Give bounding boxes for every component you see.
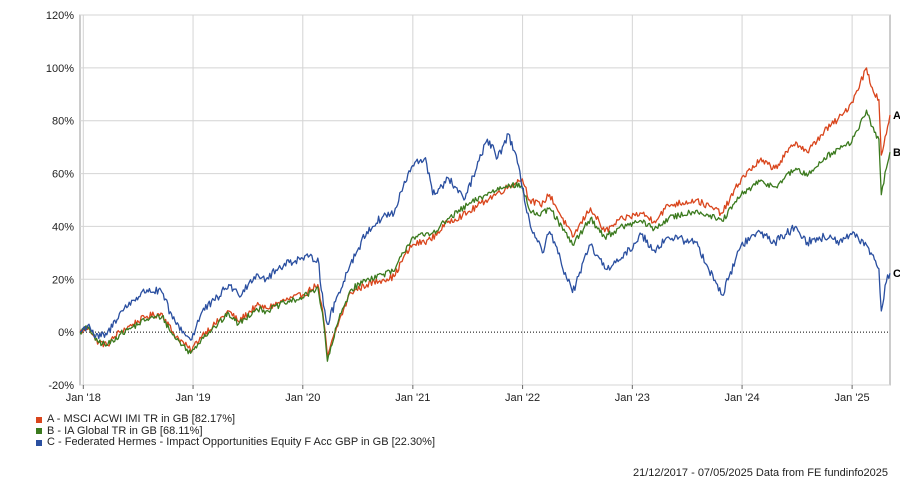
x-axis: Jan '18 Jan '19 Jan '20 Jan '21 Jan '22 Jan '… xyxy=(66,385,870,404)
x-tick-label: Jan '22 xyxy=(505,392,540,404)
series-line-a xyxy=(79,67,891,357)
x-tick-label: Jan '25 xyxy=(835,392,870,404)
data-source-footer: 21/12/2017 - 07/05/2025 Data from FE fun… xyxy=(632,467,888,479)
y-tick-label: 40% xyxy=(52,221,74,233)
legend-item-c: C - Federated Hermes - Impact Opportunit… xyxy=(36,436,436,449)
legend-label-c: C - Federated Hermes - Impact Opportunit… xyxy=(47,436,436,448)
x-tick-label: Jan '21 xyxy=(395,392,430,404)
chart-grid xyxy=(79,14,891,386)
y-tick-label: 0% xyxy=(58,327,74,339)
performance-chart: -20%0%20%40%60%80%100%120% Jan '18 Jan '1… xyxy=(46,10,900,404)
x-tick-label: Jan '18 xyxy=(66,392,101,404)
legend-label-b: B - IA Global TR in GB [68.11%] xyxy=(47,424,203,437)
y-tick-label: 20% xyxy=(52,274,74,286)
y-tick-label: 100% xyxy=(46,63,74,75)
legend-item-b: B - IA Global TR in GB [68.11%] xyxy=(36,424,435,438)
x-tick-label: Jan '20 xyxy=(285,392,320,404)
x-tick-label: Jan '24 xyxy=(725,392,760,404)
y-axis: -20% 0% 20% 40% 60% 80% 100% 120% xyxy=(46,10,74,392)
y-tick-label: 120% xyxy=(46,10,74,22)
legend-swatch-b xyxy=(36,428,42,435)
chart-legend: A - MSCI ACWI IMI TR in GB [82.17%] B - … xyxy=(36,413,436,449)
series-line-b xyxy=(79,109,891,362)
chart-series xyxy=(79,67,891,362)
y-tick-label: 80% xyxy=(52,116,74,128)
legend-swatch-a xyxy=(36,416,42,423)
plot-frame xyxy=(79,14,891,386)
x-tick-label: Jan '23 xyxy=(615,392,650,404)
y-tick-label: 60% xyxy=(52,169,74,181)
series-line-c xyxy=(79,133,891,341)
series-end-label-a: A xyxy=(893,110,900,122)
series-end-labels: A B C xyxy=(893,110,900,280)
legend-label-a: A - MSCI ACWI IMI TR in GB [82.17%] xyxy=(47,413,236,425)
series-end-label-b: B xyxy=(893,147,900,159)
series-end-label-c: C xyxy=(893,268,900,280)
x-tick-label: Jan '19 xyxy=(175,392,210,404)
legend-item-a: A - MSCI ACWI IMI TR in GB [82.17%] xyxy=(36,413,435,426)
legend-swatch-c xyxy=(36,439,42,446)
y-tick-label: -20% xyxy=(48,380,74,392)
